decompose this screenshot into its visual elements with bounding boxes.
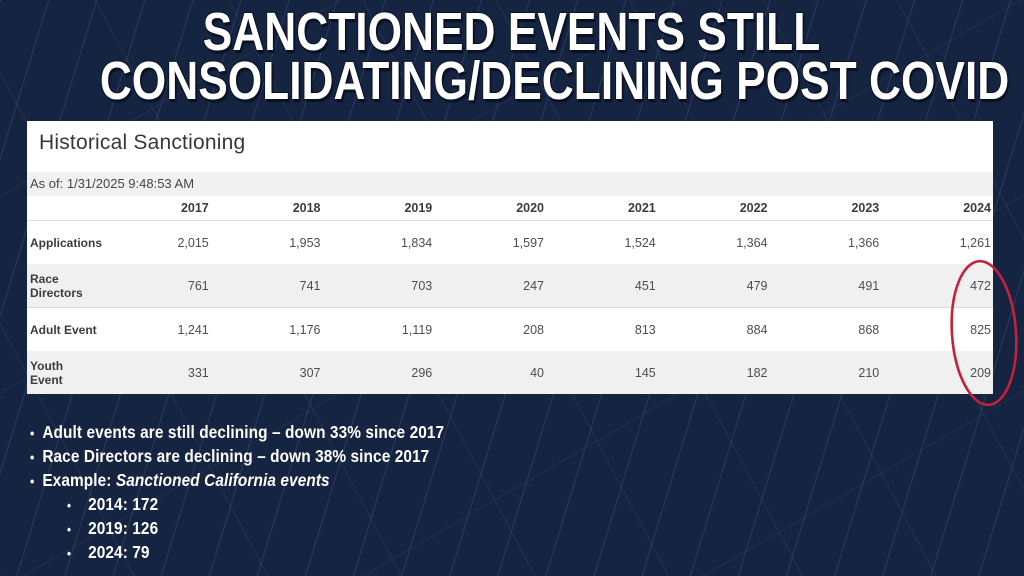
bullet-race-directors: • Race Directors are declining – down 38… — [30, 445, 699, 469]
sub-bullet-text: 2024: 79 — [88, 542, 150, 562]
sub-bullet-text: 2019: 126 — [88, 518, 159, 538]
slide-title: SANCTIONED EVENTS STILL CONSOLIDATING/DE… — [0, 2, 1024, 111]
table-cell: 1,119 — [401, 322, 433, 337]
bullet-dot: • — [66, 522, 72, 537]
table-cell: 741 — [299, 278, 321, 293]
table-cell: 825 — [970, 322, 991, 337]
table-cell: 1,834 — [400, 235, 433, 250]
table-cell: 1,366 — [847, 235, 880, 250]
bullet-example-italic: Sanctioned California events — [115, 470, 330, 490]
data-table: 2017 2018 2019 2020 2021 2022 2023 2024 … — [27, 196, 993, 394]
table-cell: 40 — [530, 365, 544, 380]
table-cell: 884 — [746, 322, 768, 337]
table-cell: 182 — [746, 365, 768, 380]
table-row-applications: Applications 2,015 1,953 1,834 1,597 1,5… — [27, 221, 993, 264]
year-header: 2017 — [180, 201, 209, 215]
table-cell: 491 — [858, 278, 880, 293]
bullet-example: • Example: Sanctioned California events — [30, 469, 699, 493]
table-cell: 813 — [634, 322, 656, 337]
bullet-example-prefix: Example: — [42, 470, 116, 490]
table-cell: 451 — [634, 278, 656, 293]
table-header-row: 2017 2018 2019 2020 2021 2022 2023 2024 — [27, 196, 993, 221]
table-row-race-directors: Race Directors 761 741 703 247 451 479 4… — [27, 264, 993, 307]
table-panel: Historical Sanctioning As of: 1/31/2025 … — [27, 121, 993, 394]
slide-title-line-1: SANCTIONED EVENTS STILL — [203, 2, 821, 62]
table-cell: 1,524 — [624, 235, 656, 250]
row-label: Race Directors — [30, 271, 83, 300]
bullet-dot: • — [30, 473, 35, 489]
bullet-dot: • — [66, 546, 72, 561]
table-panel-title: Historical Sanctioning — [39, 131, 246, 154]
table-cell: 1,597 — [512, 235, 544, 250]
bullet-dot: • — [30, 449, 35, 465]
table-row-youth-event: Youth Event 331 307 296 40 145 182 210 2… — [27, 351, 993, 394]
table-cell: 145 — [634, 365, 656, 380]
row-label: Youth Event — [30, 358, 64, 387]
sub-bullet-2014: • 2014: 172 — [67, 493, 699, 517]
sub-bullet-text: 2014: 172 — [88, 494, 159, 514]
table-cell: 1,176 — [289, 322, 321, 337]
table-cell: 761 — [187, 278, 209, 293]
sub-bullet-2019: • 2019: 126 — [67, 517, 699, 541]
bullet-text: Race Directors are declining – down 38% … — [42, 446, 430, 466]
bullet-dot: • — [66, 498, 72, 513]
year-header: 2022 — [739, 201, 768, 215]
slide-title-line-2: CONSOLIDATING/DECLINING POST COVID — [99, 51, 1010, 111]
table-corner-cell — [27, 196, 99, 220]
year-header: 2023 — [851, 201, 880, 215]
table-cell: 1,364 — [736, 235, 768, 250]
table-cell: 247 — [523, 278, 544, 293]
row-label: Adult Event — [30, 322, 97, 337]
table-row-adult-event: Adult Event 1,241 1,176 1,119 208 813 88… — [27, 307, 993, 351]
bullet-text: Example: Sanctioned California events — [42, 469, 698, 492]
row-label: Applications — [30, 235, 103, 250]
year-header: 2019 — [404, 201, 433, 215]
table-cell: 209 — [970, 365, 991, 380]
table-cell: 479 — [746, 278, 768, 293]
table-cell: 1,953 — [289, 235, 321, 250]
bullet-adult-events: • Adult events are still declining – dow… — [30, 421, 699, 445]
table-cell: 472 — [970, 278, 991, 293]
red-highlight-ellipse — [950, 259, 1018, 407]
table-cell: 210 — [858, 365, 880, 380]
year-header: 2020 — [516, 201, 544, 215]
table-cell: 307 — [299, 365, 321, 380]
bullet-dot: • — [30, 425, 35, 441]
table-cell: 703 — [411, 278, 433, 293]
table-cell: 1,241 — [177, 322, 209, 337]
year-header: 2018 — [292, 201, 321, 215]
year-header: 2021 — [627, 201, 656, 215]
bullet-text: Adult events are still declining – down … — [42, 422, 445, 442]
bullet-list: • Adult events are still declining – dow… — [30, 421, 699, 565]
table-cell: 208 — [523, 322, 544, 337]
table-cell: 1,261 — [959, 235, 991, 250]
table-cell: 296 — [411, 365, 433, 380]
table-cell: 331 — [187, 365, 209, 380]
as-of-timestamp: As of: 1/31/2025 9:48:53 AM — [27, 172, 993, 196]
table-cell: 868 — [858, 322, 880, 337]
year-header: 2024 — [963, 201, 991, 215]
table-cell: 2,015 — [177, 235, 209, 250]
sub-bullet-2024: • 2024: 79 — [67, 541, 699, 565]
